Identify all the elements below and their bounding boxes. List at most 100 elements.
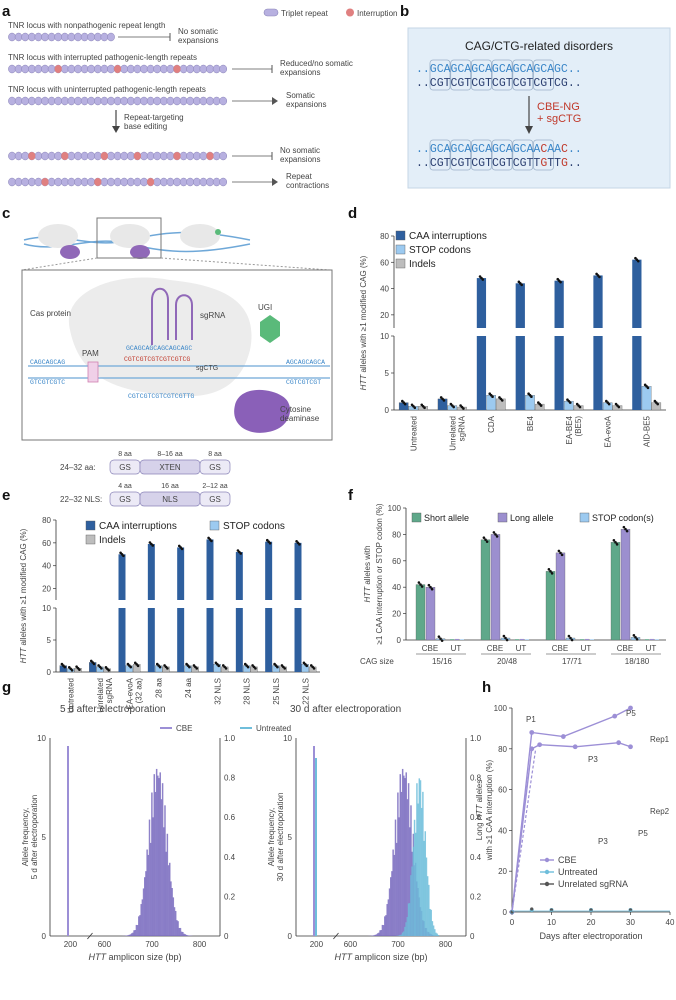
bar — [437, 398, 448, 411]
triplet-bead — [107, 151, 115, 161]
ut-label: UT — [646, 644, 657, 653]
triplet-bead — [14, 151, 23, 161]
histogram-bin-ut — [437, 934, 440, 936]
bar — [476, 336, 487, 410]
triplet-bead — [87, 32, 96, 42]
replicate-dot — [439, 637, 442, 640]
interruption-legend-swatch — [346, 8, 354, 17]
histogram-bin-cbe — [135, 924, 138, 936]
histogram-bin-cbe — [392, 849, 394, 936]
y-axis-label-2: with ≥1 CAA interruption (%) — [485, 759, 494, 861]
histogram-bin-ut — [428, 884, 430, 936]
triplet-bead — [74, 151, 82, 161]
panel-g-letter: g — [2, 679, 11, 696]
replicate-dot — [491, 395, 494, 399]
category-label: EA-BE4(BE5) — [565, 415, 583, 444]
legend-untreated: Untreated — [256, 724, 291, 733]
histogram-bin-cbe — [188, 935, 190, 936]
y-tick-label: 80 — [380, 232, 389, 241]
histogram-bin-cbe — [394, 819, 397, 936]
histogram-bin-cbe — [182, 931, 184, 936]
triplet-bead — [120, 177, 129, 187]
replicate-dot — [481, 278, 485, 281]
replicate-dot — [180, 547, 184, 551]
triplet-bead — [60, 96, 69, 106]
triplet-bead — [47, 32, 56, 42]
triplet-bead — [8, 96, 16, 106]
replicate-dot — [500, 399, 504, 402]
replicate-dot — [305, 664, 309, 668]
cbe-label: CBE — [552, 644, 568, 653]
ugi-shape — [260, 315, 280, 343]
bar — [206, 608, 214, 672]
linker-row-1: 24–32 aa: GS 8 aa XTEN 8–16 aa GS 8 aa — [60, 451, 231, 475]
triplet-bead — [179, 177, 188, 187]
sgrna-hairpin-1 — [151, 287, 169, 345]
histogram-bin-ut — [410, 875, 412, 936]
legend-swatch — [579, 512, 590, 523]
left-top-seq: CAGCAGCAG — [30, 359, 65, 366]
legend-label: CBE — [558, 855, 577, 865]
triplet-bead — [14, 96, 23, 106]
histogram-bin-cbe — [153, 774, 156, 936]
histogram-bin-cbe — [144, 877, 146, 936]
y-tick-label-right: 1.0 — [470, 734, 482, 743]
x-tick-label: 20 — [587, 918, 596, 927]
histogram-bin-cbe — [148, 819, 151, 936]
legend-interruption: Interruption — [357, 9, 397, 18]
y-tick-label-right: 0 — [224, 932, 229, 941]
legend-triplet: Triplet repeat — [281, 9, 329, 18]
triplet-bead — [100, 96, 109, 106]
histogram-bin-ut — [399, 934, 402, 936]
triplet-bead — [186, 96, 195, 106]
histogram-bin-ut — [415, 832, 417, 936]
panel-b: b CAG/CTG-related disorders ..GCAGCAGCAG… — [400, 3, 671, 189]
x-tick-label: 800 — [439, 940, 453, 949]
histogram-bin-cbe — [174, 910, 177, 936]
seq-bot-1: ..GCAGCAGCAGCAGCAACAAC.. — [416, 143, 582, 156]
triplet-bead — [192, 96, 201, 106]
triplet-bead — [107, 177, 115, 187]
histogram-bin-ut — [398, 935, 400, 936]
pam-box — [87, 361, 99, 383]
y-tick-label-right: 0.8 — [224, 774, 236, 783]
triplet-bead — [27, 32, 36, 42]
triplet-bead — [126, 177, 135, 187]
triplet-bead — [146, 64, 155, 74]
legend-label: STOP codons — [409, 245, 471, 256]
legend-swatch — [395, 244, 406, 255]
linker-length-label: 16 aa — [161, 483, 179, 490]
triplet-bead — [80, 96, 89, 106]
legend-label: Untreated — [558, 867, 598, 877]
x-tick-label: 700 — [391, 940, 405, 949]
histogram-bin-cbe — [133, 930, 135, 936]
bar — [425, 587, 436, 641]
triplet-bead — [21, 64, 30, 74]
triplet-bead — [199, 64, 208, 74]
histogram-bin-cbe — [158, 778, 160, 936]
triplet-bead — [153, 64, 162, 74]
panel-f: f 0 20 40 60 80 100 CBE UT 15/16 CBE UT 20/48 CBE UT 1… — [348, 487, 666, 666]
replicate-dot — [614, 541, 617, 544]
linker-length-label: 8 aa — [208, 451, 222, 458]
bar — [177, 547, 185, 600]
cbe-point — [612, 713, 618, 719]
histogram-bin-ut — [405, 922, 407, 936]
category-label: 25 NLS — [272, 678, 281, 705]
histogram-bin-ut — [432, 925, 435, 936]
bar — [585, 638, 589, 640]
triplet-bead — [54, 96, 63, 106]
histogram-bin-cbe — [132, 932, 134, 936]
replicate-dot — [413, 406, 417, 410]
bar — [177, 608, 185, 672]
codon-box — [491, 59, 513, 91]
codon-box — [429, 59, 451, 91]
right-plot-title: 30 d after electroporation — [290, 704, 401, 715]
histogram-bin-cbe — [382, 925, 385, 936]
histogram-bin-cbe — [152, 817, 154, 936]
triplet-bead — [87, 177, 96, 187]
bar — [515, 283, 525, 328]
codon-box — [533, 139, 554, 171]
triplet-bead — [41, 32, 49, 42]
